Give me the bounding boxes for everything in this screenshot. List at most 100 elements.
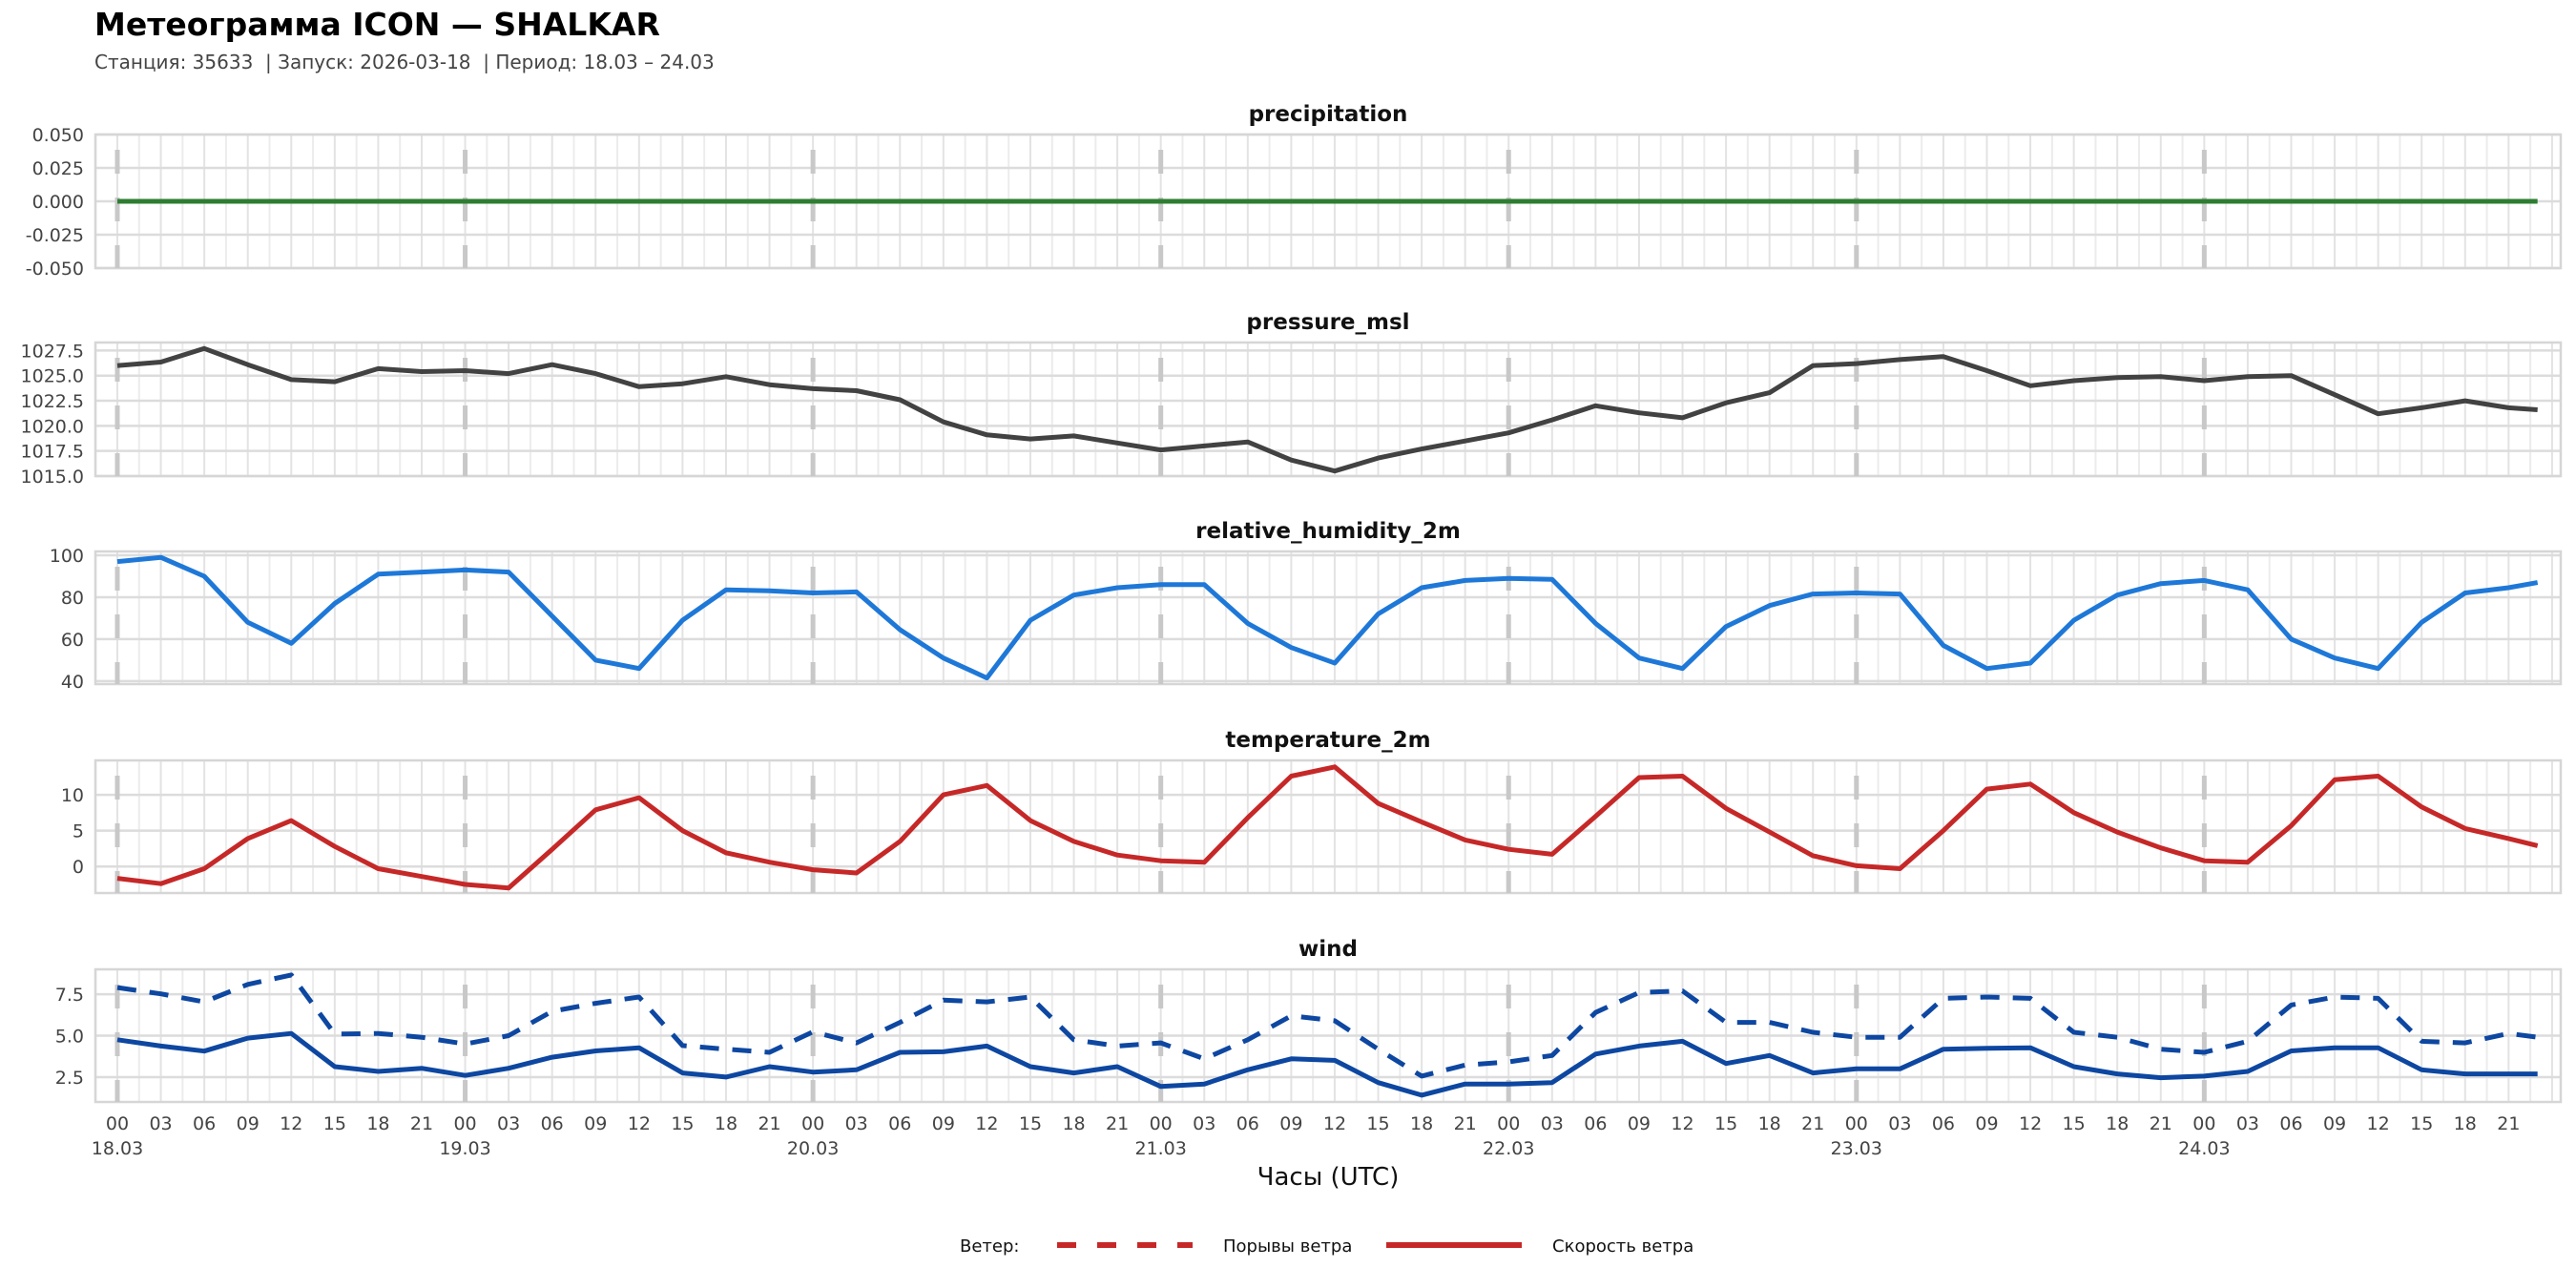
y-tick-label: 1025.0 <box>21 366 84 387</box>
x-axis-label: Часы (UTC) <box>1257 1163 1400 1192</box>
series-line-relative-humidity-2m <box>116 554 2539 681</box>
panel-frame <box>93 341 2563 478</box>
x-tick-label: 00 <box>801 1113 824 1134</box>
x-tick-label: 12 <box>2367 1113 2390 1134</box>
legend-speed-label: Скорость ветра <box>1552 1236 1693 1257</box>
legend-title: Ветер: <box>960 1236 1019 1257</box>
x-tick-label: 18 <box>1062 1113 1085 1134</box>
x-tick-label: 12 <box>1671 1113 1693 1134</box>
panel-title: precipitation <box>1249 102 1408 127</box>
x-tick-label: 21 <box>758 1113 780 1134</box>
x-tick-label: 06 <box>1236 1113 1259 1134</box>
y-tick-label: 1027.5 <box>21 341 84 362</box>
x-tick-label: 18 <box>1410 1113 1433 1134</box>
x-tick-label: 15 <box>1366 1113 1389 1134</box>
x-tick-label: 00 <box>453 1113 476 1134</box>
y-tick-label: 40 <box>61 672 84 693</box>
x-tick-label: 06 <box>2279 1113 2302 1134</box>
y-tick-label: 0 <box>73 857 84 878</box>
panel-relative-humidity-2m: relative_humidity_2m 40 60 80 100 <box>50 519 2563 693</box>
y-tick-label: 1020.0 <box>21 416 84 437</box>
x-tick-label: 00 <box>2192 1113 2215 1134</box>
x-date-label: 20.03 <box>787 1138 839 1159</box>
y-tick-label: -0.025 <box>26 225 84 246</box>
panel-title: pressure_msl <box>1246 310 1409 335</box>
series-line-temperature-2m <box>116 764 2539 891</box>
panel-title: relative_humidity_2m <box>1195 519 1461 544</box>
y-tick-label: 10 <box>61 785 84 806</box>
x-tick-label: 09 <box>584 1113 607 1134</box>
panel-title: temperature_2m <box>1225 728 1430 753</box>
x-tick-label: 21 <box>2497 1113 2520 1134</box>
x-tick-label: 18 <box>2454 1113 2477 1134</box>
x-date-label: 23.03 <box>1831 1138 1882 1159</box>
x-tick-label: 09 <box>1975 1113 1998 1134</box>
x-date-label: 21.03 <box>1134 1138 1186 1159</box>
x-tick-label: 21 <box>1801 1113 1824 1134</box>
x-tick-label: 09 <box>932 1113 955 1134</box>
x-tick-label: 18 <box>2106 1113 2129 1134</box>
x-date-label: 18.03 <box>92 1138 143 1159</box>
y-tick-label: 0.000 <box>32 192 84 213</box>
y-tick-label: 1017.5 <box>21 442 84 463</box>
x-tick-label: 15 <box>671 1113 694 1134</box>
y-tick-label: 5.0 <box>55 1027 84 1048</box>
x-date-label: 19.03 <box>439 1138 490 1159</box>
x-tick-label: 18 <box>715 1113 737 1134</box>
panel-frame <box>93 758 2563 895</box>
y-tick-label: 100 <box>50 546 84 567</box>
x-tick-label: 15 <box>1714 1113 1737 1134</box>
y-tick-label: -0.050 <box>26 259 84 280</box>
panel-title: wind <box>1298 937 1358 962</box>
x-tick-label: 12 <box>2019 1113 2042 1134</box>
x-tick-label: 00 <box>106 1113 129 1134</box>
x-tick-label: 00 <box>1497 1113 1520 1134</box>
x-tick-label: 18 <box>1758 1113 1781 1134</box>
x-tick-label: 00 <box>1150 1113 1173 1134</box>
x-tick-label: 12 <box>628 1113 651 1134</box>
y-tick-label: 1022.5 <box>21 391 84 412</box>
y-tick-label: 0.025 <box>32 158 84 179</box>
x-tick-label: 18 <box>366 1113 389 1134</box>
y-tick-label: 1015.0 <box>21 467 84 488</box>
panel-temperature-2m: temperature_2m 0 5 10 <box>61 728 2563 895</box>
x-tick-label: 03 <box>1193 1113 1215 1134</box>
x-tick-label: 06 <box>193 1113 216 1134</box>
panel-frame <box>93 967 2563 1104</box>
y-tick-label: 0.050 <box>32 125 84 146</box>
x-tick-label: 03 <box>497 1113 520 1134</box>
panel-frame <box>93 550 2563 686</box>
x-date-label: 22.03 <box>1483 1138 1534 1159</box>
x-tick-label: 12 <box>280 1113 302 1134</box>
x-tick-label: 06 <box>888 1113 911 1134</box>
x-date-label: 24.03 <box>2178 1138 2230 1159</box>
x-tick-label: 06 <box>1932 1113 1955 1134</box>
x-tick-label: 12 <box>975 1113 998 1134</box>
x-tick-label: 09 <box>237 1113 260 1134</box>
y-tick-label: 5 <box>73 821 84 842</box>
legend-gust-label: Порывы ветра <box>1223 1236 1352 1257</box>
y-tick-label: 60 <box>61 630 84 651</box>
panels: precipitation -0.050 -0.025 0.000 0.025 0.050… <box>21 102 2563 1104</box>
x-tick-label: 09 <box>1628 1113 1651 1134</box>
panel-wind: wind 2.5 5.0 7.5 <box>55 937 2563 1104</box>
panel-frame <box>93 133 2563 270</box>
x-tick-label: 15 <box>323 1113 346 1134</box>
x-tick-label: 21 <box>1454 1113 1477 1134</box>
x-tick-label: 09 <box>2323 1113 2346 1134</box>
x-tick-label: 21 <box>2150 1113 2172 1134</box>
x-tick-label: 03 <box>1541 1113 1564 1134</box>
series-line-pressure-msl <box>116 345 2538 474</box>
x-tick-label: 03 <box>845 1113 868 1134</box>
x-tick-label: 03 <box>2236 1113 2259 1134</box>
x-tick-label: 12 <box>1323 1113 1346 1134</box>
chart-title: Метеограмма ICON — SHALKAR <box>94 6 660 43</box>
x-tick-label: 21 <box>410 1113 433 1134</box>
x-tick-label: 06 <box>1584 1113 1607 1134</box>
y-tick-label: 7.5 <box>55 985 84 1006</box>
x-tick-label: 06 <box>541 1113 564 1134</box>
x-tick-label: 21 <box>1106 1113 1129 1134</box>
x-tick-label: 15 <box>2410 1113 2433 1134</box>
x-tick-label: 09 <box>1279 1113 1302 1134</box>
